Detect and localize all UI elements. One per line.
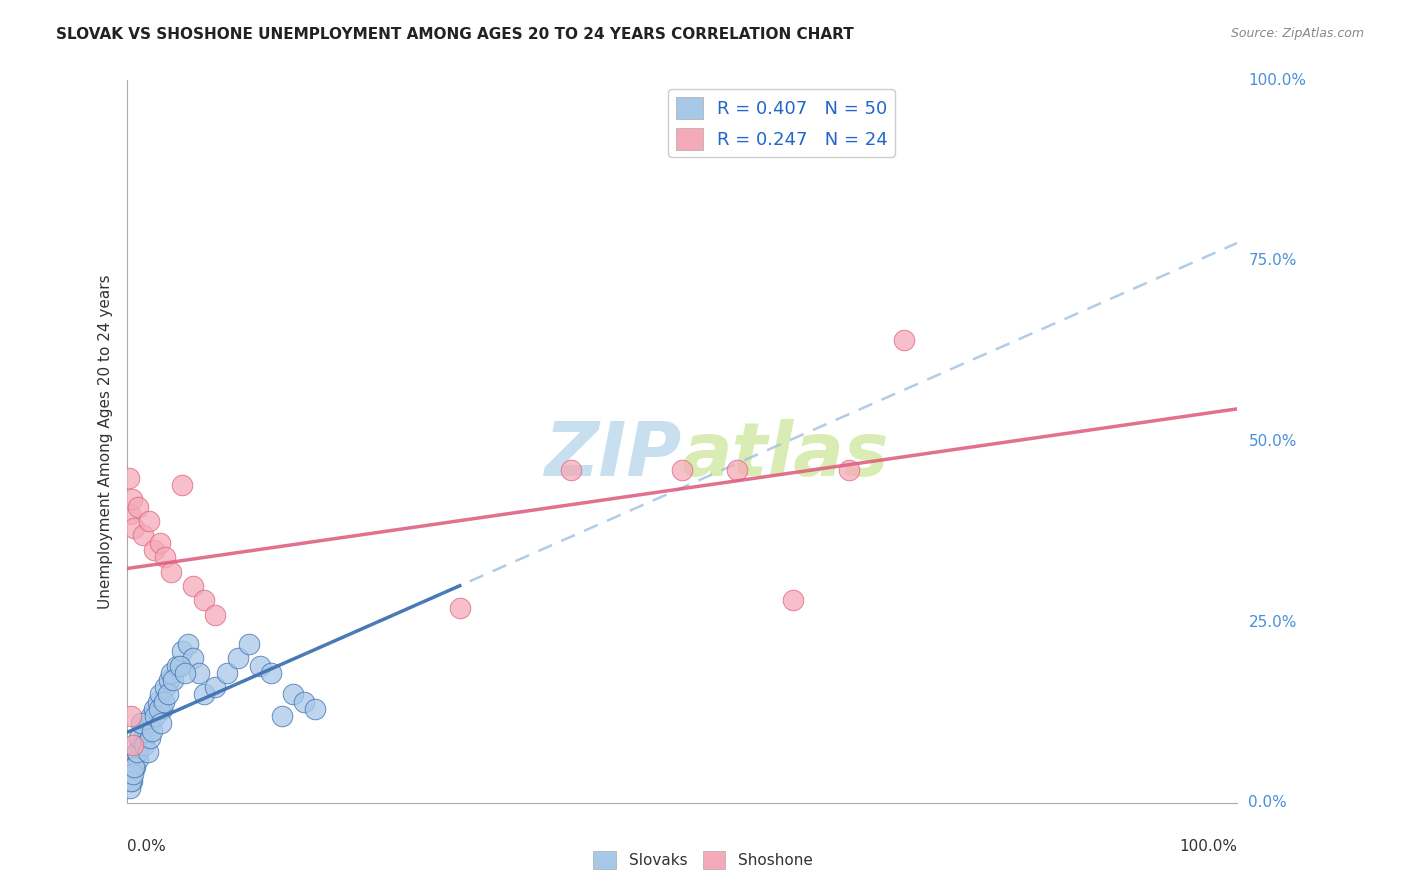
Point (120, 709, 142, 723)
Text: 75.0%: 75.0% (1249, 253, 1296, 268)
Point (139, 731, 162, 745)
Point (174, 665, 197, 680)
Point (204, 680, 226, 694)
Point (145, 709, 167, 723)
Point (125, 745, 148, 759)
Point (128, 731, 150, 745)
Point (118, 781, 141, 796)
Point (226, 651, 249, 665)
Text: 25.0%: 25.0% (1249, 615, 1296, 630)
Legend: R = 0.407   N = 50, R = 0.247   N = 24: R = 0.407 N = 50, R = 0.247 N = 24 (668, 89, 896, 157)
Point (215, 665, 238, 680)
Point (449, 600, 471, 615)
Point (124, 760, 146, 774)
Text: 0.0%: 0.0% (1249, 796, 1286, 810)
Point (118, 507, 141, 521)
Point (157, 673, 180, 687)
Y-axis label: Unemployment Among Ages 20 to 24 years: Unemployment Among Ages 20 to 24 years (97, 274, 112, 609)
Point (176, 637, 198, 651)
Point (143, 702, 166, 716)
Point (121, 774, 143, 789)
Text: 0.0%: 0.0% (127, 838, 166, 854)
Text: atlas: atlas (682, 419, 890, 492)
Point (150, 702, 173, 716)
Text: SLOVAK VS SHOSHONE UNEMPLOYMENT AMONG AGES 20 TO 24 YEARS CORRELATION CHART: SLOVAK VS SHOSHONE UNEMPLOYMENT AMONG AG… (56, 27, 853, 42)
Point (134, 738, 156, 752)
Point (249, 658, 271, 673)
Point (172, 478, 194, 492)
Point (893, 334, 915, 348)
Point (292, 695, 315, 709)
Text: 100.0%: 100.0% (1180, 838, 1237, 854)
Point (141, 723, 163, 738)
Point (160, 565, 183, 579)
Point (127, 752, 149, 766)
Point (129, 716, 152, 731)
Point (136, 745, 159, 759)
Point (193, 687, 215, 701)
Point (148, 702, 170, 716)
Text: Source: ZipAtlas.com: Source: ZipAtlas.com (1230, 27, 1364, 40)
Point (122, 738, 145, 752)
Point (181, 579, 204, 593)
Text: ZIP: ZIP (544, 419, 682, 492)
Point (172, 644, 194, 658)
Point (128, 738, 150, 752)
Point (281, 687, 304, 701)
Point (169, 658, 191, 673)
Point (122, 767, 145, 781)
Point (304, 702, 326, 716)
Point (135, 723, 157, 738)
Point (838, 463, 860, 477)
Point (132, 528, 155, 542)
Point (124, 760, 146, 774)
Point (146, 695, 169, 709)
Point (124, 521, 146, 535)
Point (156, 687, 179, 701)
Point (149, 716, 172, 731)
Point (162, 673, 184, 687)
Point (139, 709, 162, 723)
Point (121, 492, 143, 507)
Point (138, 514, 160, 528)
Point (132, 731, 155, 745)
Point (271, 709, 294, 723)
Point (238, 637, 260, 651)
Point (155, 550, 177, 565)
Point (166, 658, 188, 673)
Point (727, 463, 749, 477)
Point (138, 716, 160, 731)
Point (193, 593, 215, 607)
Point (118, 471, 141, 485)
Point (204, 607, 226, 622)
Point (155, 680, 177, 694)
Text: 50.0%: 50.0% (1249, 434, 1296, 449)
Point (187, 665, 209, 680)
Point (149, 535, 172, 549)
Point (149, 687, 172, 701)
Point (181, 651, 204, 665)
Point (127, 500, 149, 514)
Point (560, 463, 582, 477)
Point (143, 542, 166, 557)
Point (260, 665, 283, 680)
Point (153, 695, 176, 709)
Point (782, 593, 804, 607)
Legend: Slovaks, Shoshone: Slovaks, Shoshone (588, 845, 818, 875)
Text: 100.0%: 100.0% (1249, 73, 1306, 87)
Point (671, 463, 693, 477)
Point (160, 665, 183, 680)
Point (120, 774, 142, 789)
